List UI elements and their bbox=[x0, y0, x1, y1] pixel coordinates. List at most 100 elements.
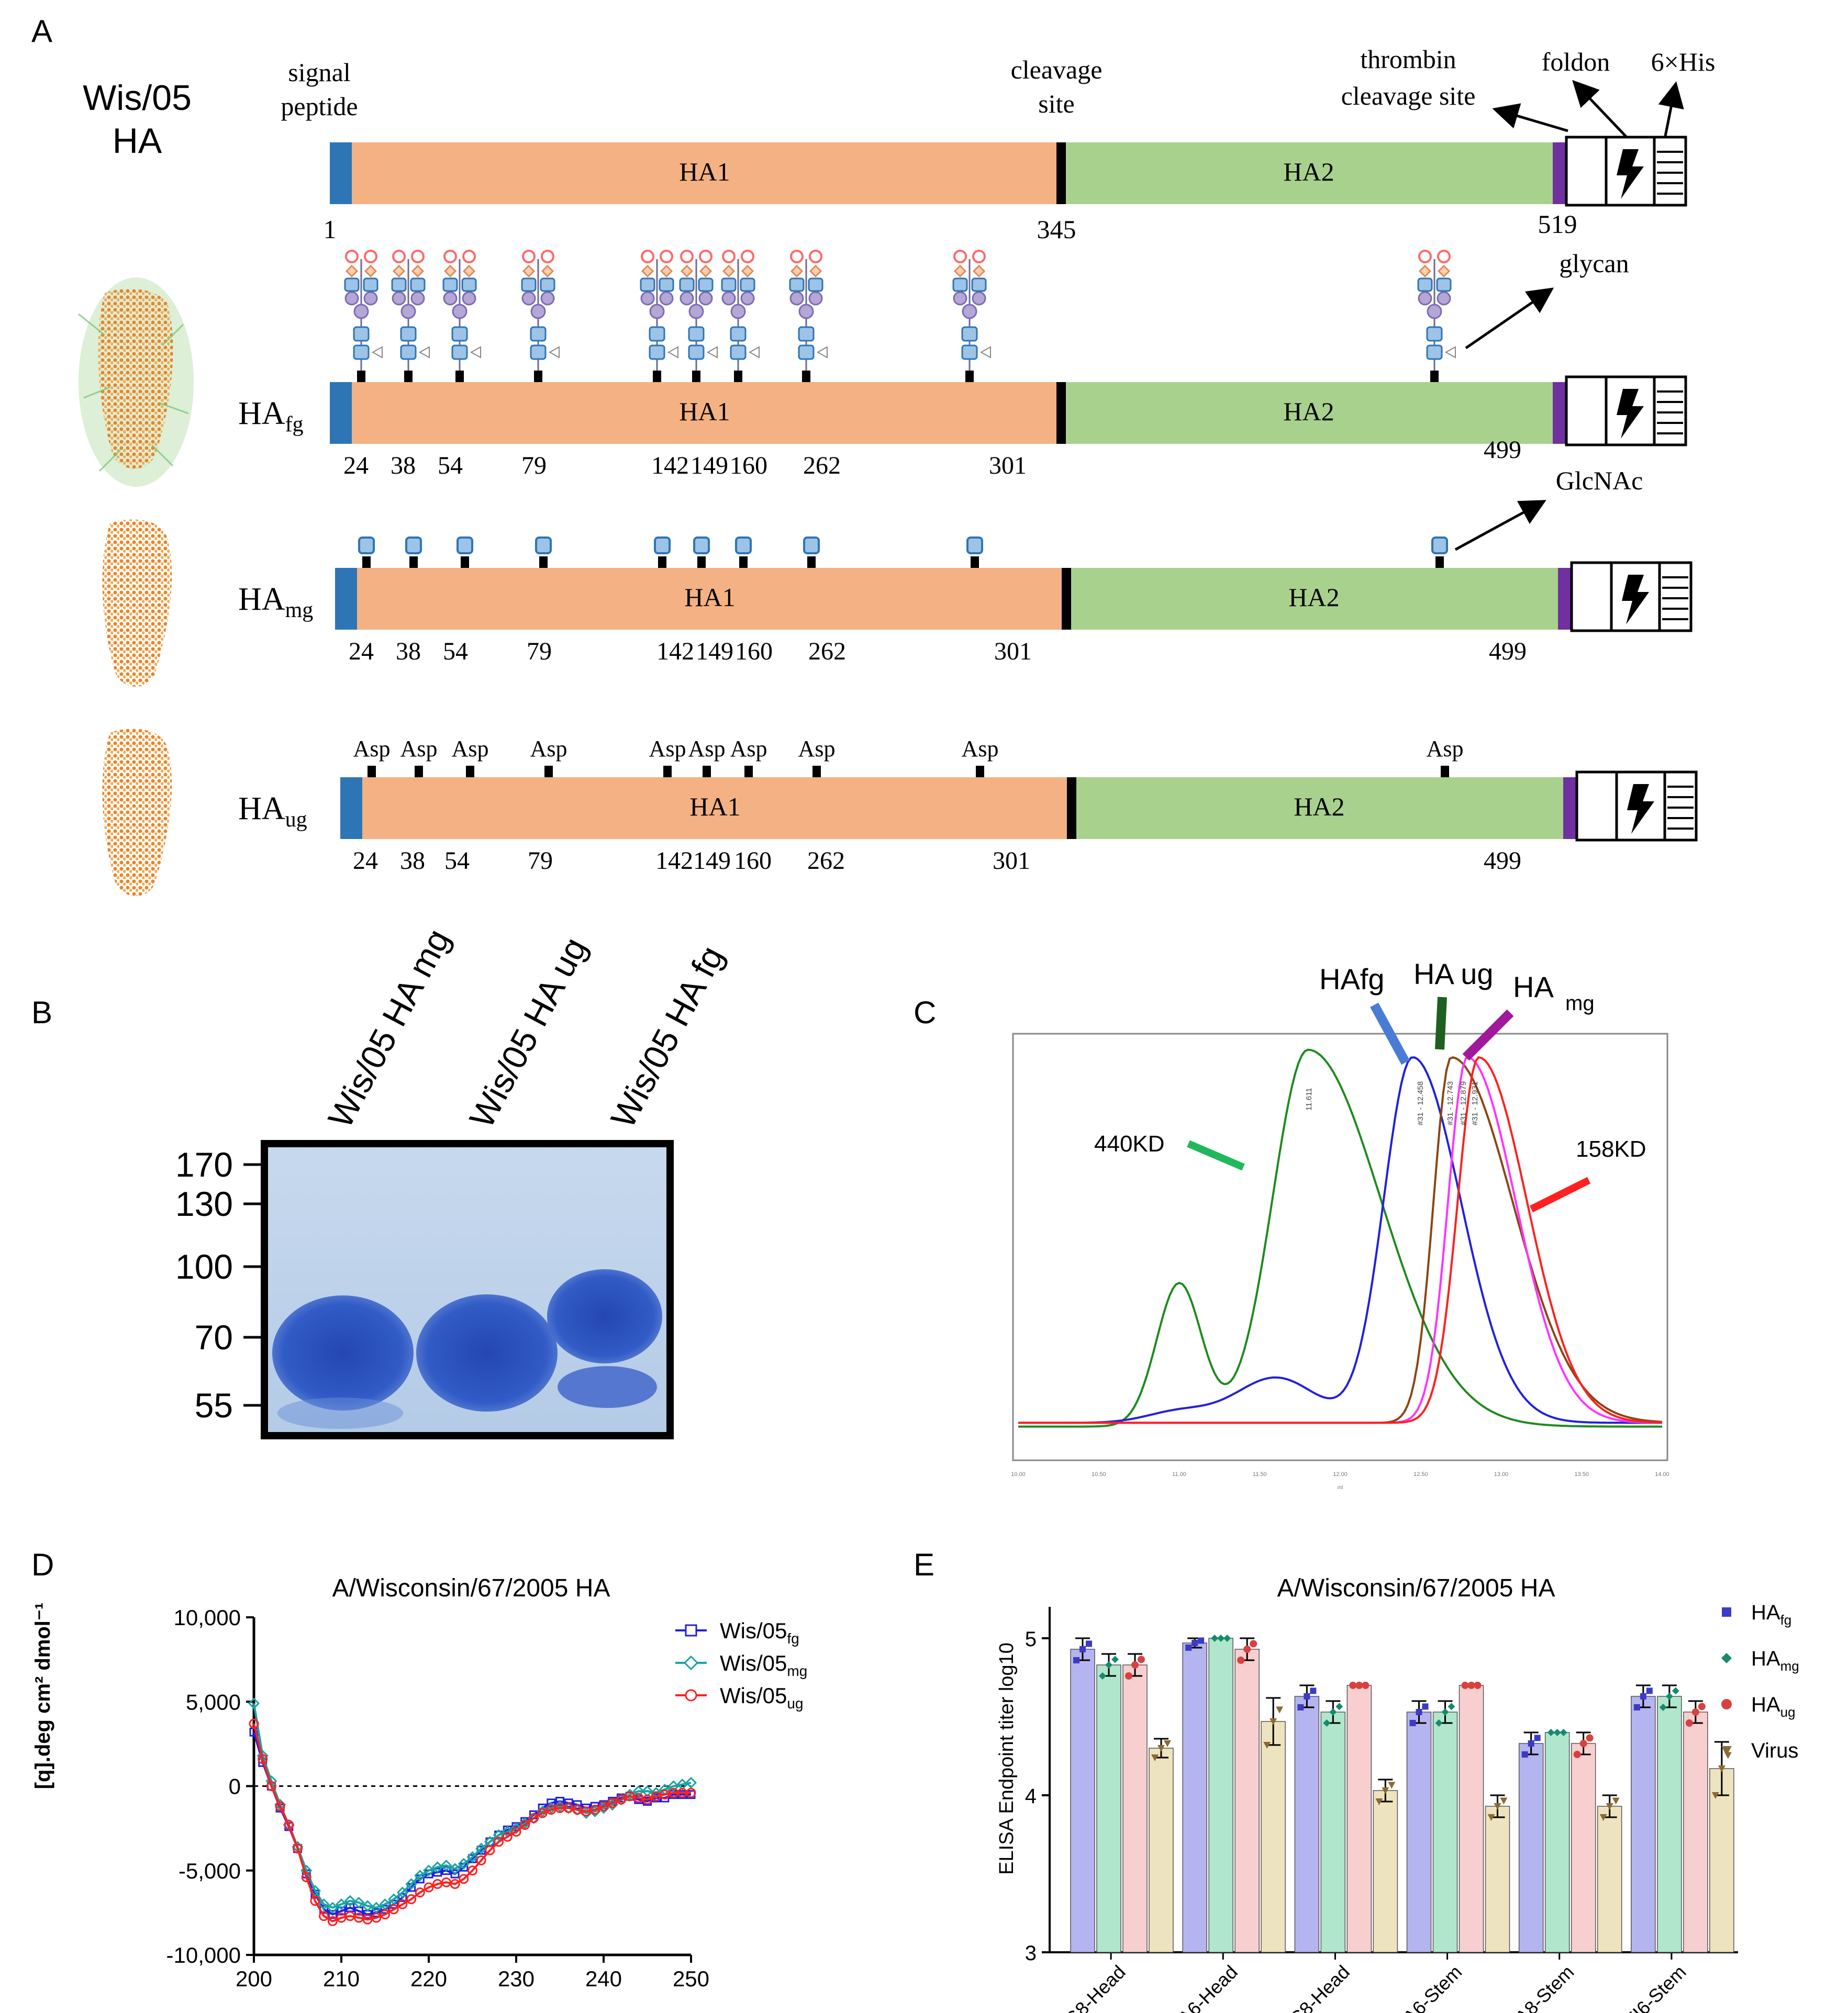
elisa-point bbox=[1691, 1708, 1699, 1716]
cd-point-mg bbox=[309, 1885, 321, 1897]
mannose-icon bbox=[789, 291, 804, 306]
glycosylation-site-marker bbox=[539, 556, 548, 568]
sec-x-tick: 11.50 bbox=[1253, 1471, 1267, 1478]
mannose-icon bbox=[798, 304, 814, 319]
glcnac-icon bbox=[640, 277, 655, 292]
cd-point-ug bbox=[293, 1843, 303, 1854]
mannose-icon bbox=[721, 291, 736, 306]
glcnac-icon bbox=[649, 344, 665, 360]
cleavage-site-block bbox=[1056, 142, 1066, 204]
mannose-icon bbox=[392, 291, 406, 306]
glcnac-icon bbox=[410, 277, 426, 292]
glcnac-icon bbox=[405, 536, 422, 554]
cd-point-mg bbox=[248, 1697, 260, 1709]
glcnac-icon bbox=[530, 326, 547, 342]
mannose-icon bbox=[680, 291, 694, 306]
galactose-icon bbox=[641, 264, 654, 278]
cd-point-fg bbox=[450, 1869, 460, 1878]
glycosylation-site-marker bbox=[409, 556, 418, 568]
glcnac-icon bbox=[961, 344, 978, 360]
mannose-icon bbox=[410, 291, 425, 306]
variant-name: HAug bbox=[238, 791, 307, 832]
site-position-label: 262 bbox=[803, 452, 841, 479]
sialic-acid-icon bbox=[364, 250, 377, 263]
ha-schematic-wt: HA1 HA2 1 345 519 bbox=[324, 136, 1687, 244]
cd-legend-subscript: mg bbox=[787, 1663, 807, 1679]
linker-block bbox=[1558, 568, 1571, 630]
position-519: 519 bbox=[1538, 209, 1577, 239]
elisa-bar bbox=[1346, 1685, 1372, 1953]
cd-legend-label: Wis/05fg bbox=[720, 1618, 799, 1647]
sialic-acid-icon bbox=[641, 250, 654, 263]
cleavage-site-label-2: site bbox=[1038, 89, 1074, 118]
elisa-bar bbox=[1070, 1649, 1095, 1953]
elisa-title: A/Wisconsin/67/2005 HA bbox=[1277, 1574, 1555, 1602]
site-position-label: 301 bbox=[993, 847, 1030, 875]
elisa-point bbox=[1441, 1708, 1449, 1716]
glcnac-icon bbox=[735, 536, 752, 554]
elisa-point bbox=[1659, 1704, 1667, 1711]
site-position-label: 149 bbox=[691, 452, 728, 479]
elisa-point bbox=[1448, 1703, 1455, 1710]
ha1-block bbox=[357, 568, 1062, 630]
cd-point-mg bbox=[650, 1787, 662, 1799]
lane-label-mg: Wis/05 HA mg bbox=[320, 923, 458, 1134]
glcnac-icon bbox=[535, 536, 552, 554]
panel-label-a: A bbox=[31, 14, 52, 49]
elisa-category-label: 8A6-Head bbox=[1166, 1961, 1242, 2013]
elisa-point bbox=[1474, 1682, 1482, 1689]
glcnac-icon bbox=[353, 344, 370, 360]
sec-x-tick: 12.50 bbox=[1413, 1471, 1428, 1478]
glcnac-label: GlcNAc bbox=[1556, 466, 1643, 495]
cd-point-ug bbox=[450, 1879, 460, 1889]
site-position-label: 24 bbox=[349, 638, 374, 665]
glcnac-icon bbox=[530, 344, 547, 360]
callout-ug bbox=[1435, 997, 1447, 1050]
mannose-icon bbox=[962, 304, 977, 319]
sialic-acid-icon bbox=[411, 250, 425, 263]
cd-point-mg bbox=[318, 1898, 330, 1910]
sialic-acid-icon bbox=[392, 250, 406, 263]
elisa-point bbox=[1355, 1682, 1363, 1689]
ha2-label: HA2 bbox=[1283, 157, 1334, 186]
cd-point-mg bbox=[458, 1858, 470, 1870]
galactose-icon bbox=[443, 264, 457, 278]
panel-label-c: C bbox=[914, 995, 936, 1030]
sialic-acid-icon bbox=[722, 250, 736, 263]
elisa-bar bbox=[1683, 1712, 1708, 1953]
elisa-point bbox=[1579, 1740, 1587, 1747]
sialic-acid-icon bbox=[522, 250, 536, 263]
asp-label: Asp bbox=[530, 736, 567, 762]
cd-x-tick-label: 250 bbox=[673, 1966, 709, 1991]
cd-y-tick-label: -5,000 bbox=[179, 1859, 241, 1883]
cd-point-ug bbox=[249, 1718, 259, 1729]
panel-label-d: D bbox=[31, 1547, 54, 1582]
sialic-acid-icon bbox=[790, 250, 804, 263]
elisa-bars bbox=[1070, 1635, 1734, 1953]
cd-legend-subscript: fg bbox=[787, 1630, 799, 1647]
cd-point-mg bbox=[475, 1842, 487, 1854]
glycosylation-site-marker bbox=[802, 371, 810, 382]
glcnac-icon bbox=[688, 326, 705, 342]
ha1-block bbox=[352, 142, 1056, 204]
glcnac-icon bbox=[451, 344, 468, 360]
galactose-icon bbox=[541, 264, 554, 278]
elisa-point bbox=[1164, 1740, 1171, 1747]
fucose-icon bbox=[748, 346, 760, 359]
sec-plot-frame bbox=[1012, 1033, 1668, 1461]
ha2-block bbox=[1076, 777, 1563, 839]
elisa-point bbox=[1467, 1682, 1475, 1689]
elisa-y-axis-label: ELISA Endpoint titer log10 bbox=[996, 1642, 1018, 1875]
signal-peptide-block bbox=[335, 568, 357, 630]
glycosylation-site-marker bbox=[415, 766, 423, 777]
elisa-point bbox=[1547, 1729, 1555, 1736]
elisa-point bbox=[1323, 1719, 1331, 1727]
linker-block bbox=[1553, 142, 1565, 204]
elisa-point bbox=[1073, 1657, 1079, 1663]
glycosylation-site-marker bbox=[976, 766, 984, 777]
galactose-icon bbox=[411, 264, 425, 278]
glcnac-icon bbox=[971, 277, 987, 292]
cd-point-ug bbox=[476, 1855, 486, 1865]
sec-curve-red bbox=[1018, 1056, 1663, 1424]
cd-point-mg bbox=[422, 1864, 435, 1876]
